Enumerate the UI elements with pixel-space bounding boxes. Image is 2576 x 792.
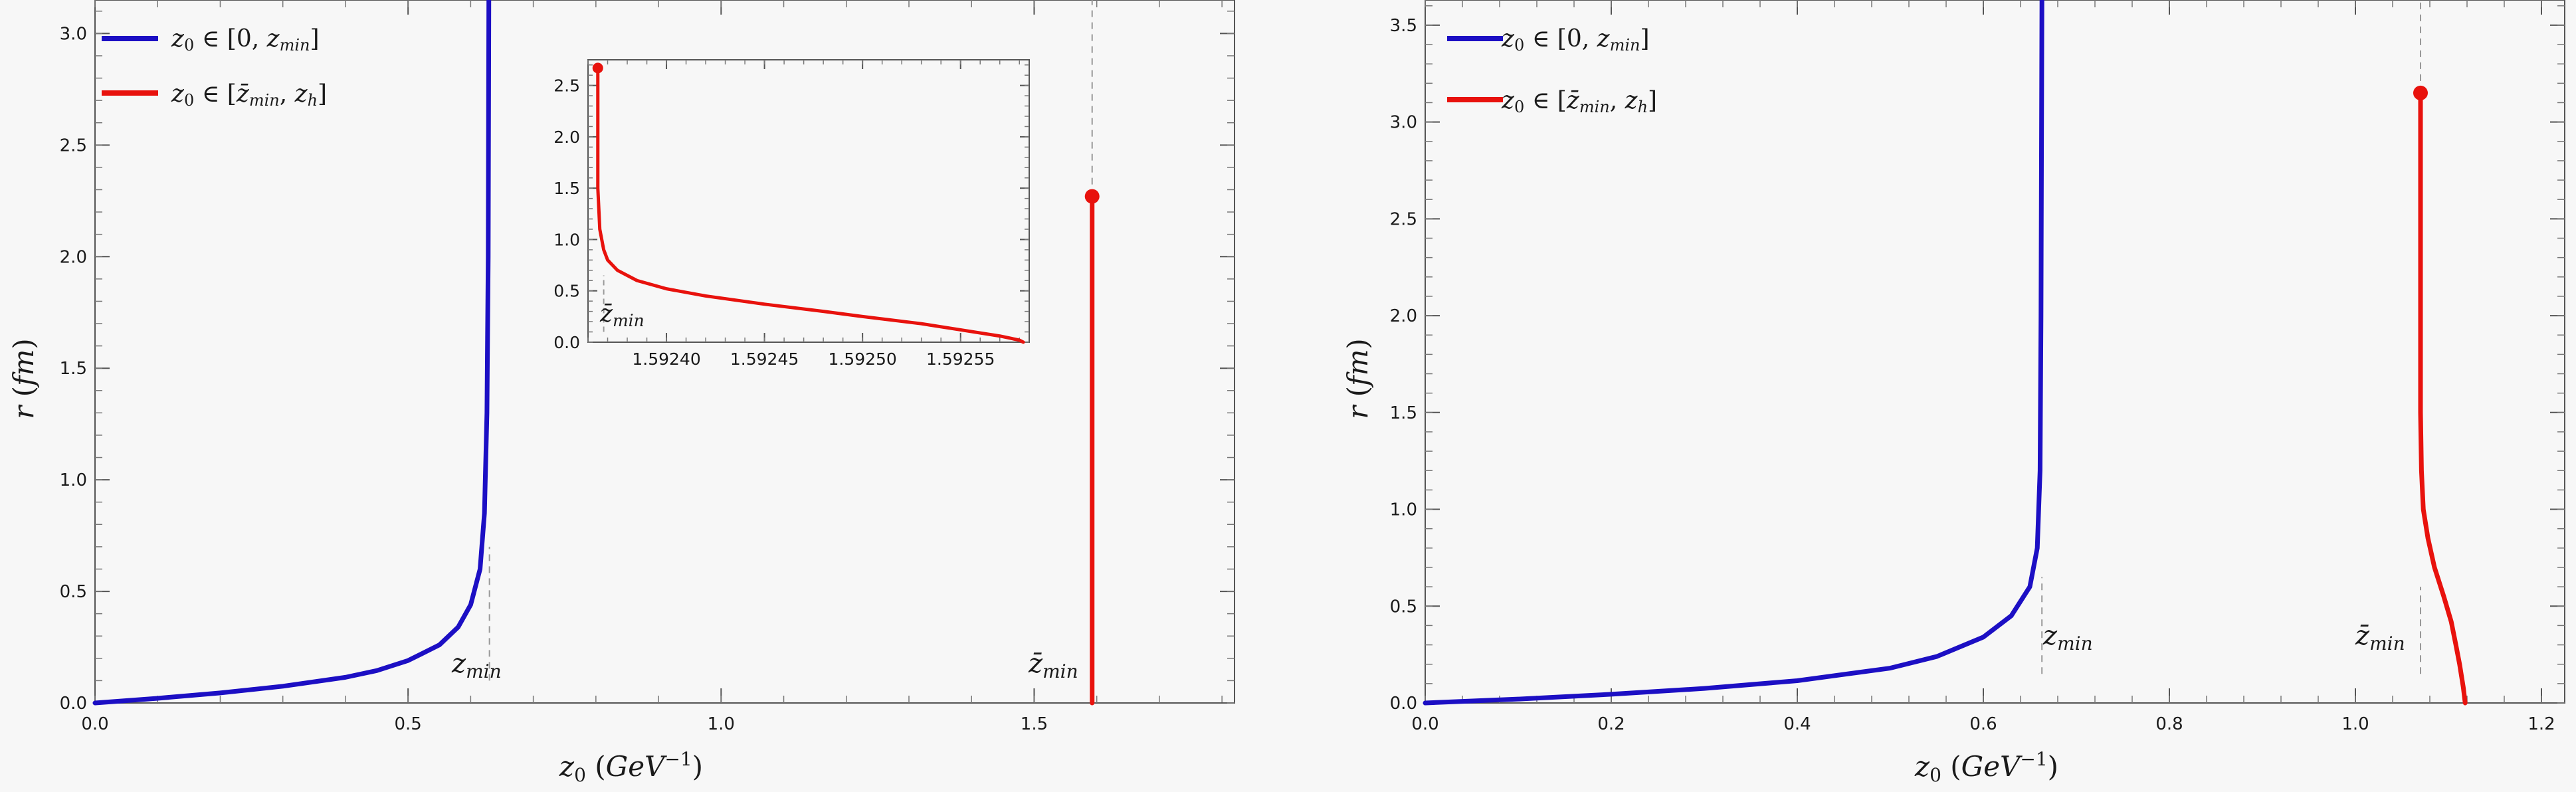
y-axis-title: r (fm)	[7, 338, 40, 419]
y-tick-label: 2.5	[553, 76, 580, 96]
x-tick-label: 1.59245	[730, 349, 799, 369]
y-tick-label: 2.0	[553, 128, 580, 147]
legend-label-red-right: z0 ∈ [z̄min, zh]	[1501, 87, 1657, 116]
legend-label-blue: z0 ∈ [0, zmin]	[171, 25, 320, 54]
y-tick-label: 2.5	[60, 136, 87, 155]
y-tick-label: 2.0	[60, 247, 87, 267]
y-axis-title-right: r (fm)	[1341, 338, 1374, 419]
y-tick-label: 1.0	[553, 230, 580, 249]
inset-series-line	[596, 66, 1025, 344]
legend-label-red: z0 ∈ [z̄min, zh]	[171, 80, 327, 110]
x-tick-label: 1.59250	[828, 349, 896, 369]
x-tick-label: 0.2	[1597, 714, 1625, 734]
inset-chart: 1.59240 1.59245 1.59250 1.59255 0.0 0.5 1.0 1.5…	[553, 59, 1030, 369]
y-tick-label: 2.5	[1390, 209, 1417, 229]
y-tick-label: 0.0	[1390, 694, 1417, 714]
x-tick-label: 0.0	[1411, 714, 1438, 734]
inset-frame	[587, 59, 1030, 343]
y-tick-label: 0.5	[60, 582, 87, 602]
x-tick-label: 0.0	[81, 714, 108, 734]
legend-right: z0 ∈ [0, zmin] z0 ∈ [z̄min, zh]	[1447, 25, 1657, 116]
x-tick-label: 0.8	[2155, 714, 2183, 734]
x-tick-label: 1.59255	[926, 349, 995, 369]
x-tick-label: 0.4	[1783, 714, 1811, 734]
chart-right: 0.0 0.2 0.4 0.6 0.8 1.0 1.2 0.0 0.5 1.0 1.5 2.0 2.5 3…	[1341, 0, 2565, 786]
y-tick-label: 1.5	[60, 359, 87, 379]
series-endpoint-marker	[1084, 189, 1100, 204]
legend-label-blue-right: z0 ∈ [0, zmin]	[1501, 25, 1650, 54]
zbar-min-label: z̄min	[1028, 648, 1078, 682]
series-endpoint-marker	[2413, 85, 2428, 100]
y-tick-label: 0.5	[1390, 597, 1417, 617]
x-tick-label: 0.6	[1969, 714, 1997, 734]
y-tick-label: 1.5	[553, 179, 580, 198]
y-tick-label: 0.0	[60, 694, 87, 714]
x-tick-label: 1.0	[708, 714, 735, 734]
y-tick-label: 3.5	[1390, 16, 1417, 36]
y-tick-label: 3.0	[60, 24, 87, 44]
x-tick-label: 1.2	[2527, 714, 2555, 734]
series-line-blue	[1423, 0, 2044, 706]
y-tick-label: 3.0	[1390, 113, 1417, 133]
y-tick-label: 2.0	[1390, 306, 1417, 326]
y-tick-label: 1.0	[60, 470, 87, 490]
y-tick-label: 1.0	[1390, 500, 1417, 520]
plot-frame-right	[1425, 0, 2565, 704]
series-line-blue	[92, 0, 492, 706]
y-tick-label: 0.0	[553, 333, 580, 352]
legend: z0 ∈ [0, zmin] z0 ∈ [z̄min, zh]	[102, 25, 327, 110]
x-tick-label: 1.0	[2341, 714, 2369, 734]
x-tick-label: 1.5	[1021, 714, 1048, 734]
y-tick-label: 0.5	[553, 282, 580, 301]
series-line-red	[2418, 90, 2468, 706]
y-tick-label: 1.5	[1390, 403, 1417, 423]
inset-endpoint-marker	[592, 62, 603, 74]
chart-left: 0.0 0.5 1.0 1.50.00.51.01.52.02.53.0 zmin z…	[7, 0, 1235, 786]
x-tick-label: 1.59240	[632, 349, 700, 369]
x-tick-label: 0.5	[394, 714, 421, 734]
